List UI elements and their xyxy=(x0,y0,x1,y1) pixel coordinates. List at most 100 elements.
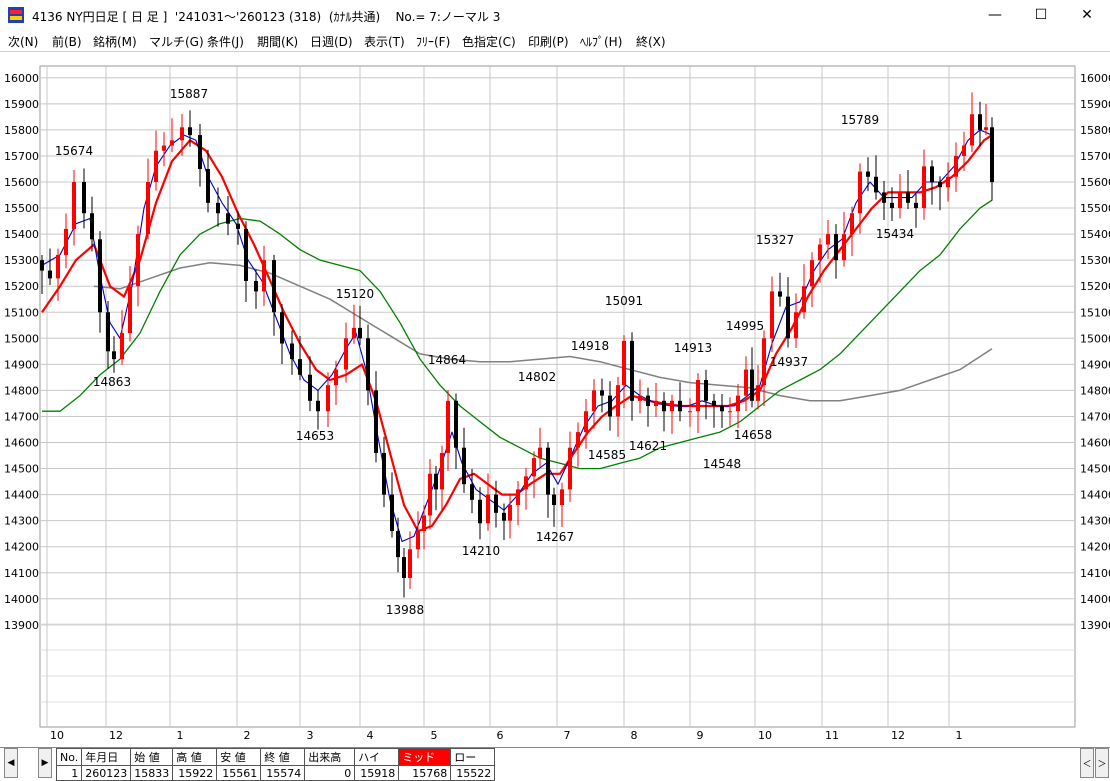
y-tick-right: 15800 xyxy=(1080,124,1110,137)
candle-body xyxy=(422,515,426,532)
candle-body xyxy=(802,286,806,313)
candle-body xyxy=(408,549,412,578)
candle-body xyxy=(64,228,68,255)
candle-body xyxy=(486,494,490,524)
candle-body xyxy=(516,489,520,506)
y-tick-right: 14800 xyxy=(1080,384,1110,397)
candle-body xyxy=(662,400,666,412)
menu-next[interactable]: 次(N) xyxy=(8,35,39,49)
status-hdr-lo: ロー xyxy=(450,748,496,766)
candle-body xyxy=(842,234,846,261)
candle-body xyxy=(770,291,774,339)
candle-body xyxy=(120,333,124,360)
title-bar[interactable]: 4136 NY円日足 [ 日 足 ] '241031～'260123 (318)… xyxy=(0,0,1110,30)
close-button[interactable]: ✕ xyxy=(1081,7,1093,23)
candle-body xyxy=(280,312,284,344)
candle-body xyxy=(704,379,708,401)
candle-body xyxy=(462,447,466,485)
candle-body xyxy=(470,484,474,500)
candle-body xyxy=(502,512,506,521)
minimize-button[interactable]: — xyxy=(988,7,1002,23)
candle-body xyxy=(106,312,110,352)
chart-grid xyxy=(39,65,1076,728)
candle-body xyxy=(616,385,620,417)
menu-dayweek[interactable]: 日週(D) xyxy=(310,35,353,49)
candle-body xyxy=(720,406,724,412)
month-label: 9 xyxy=(697,729,704,742)
candle-body xyxy=(592,390,596,412)
candlestick-chart[interactable]: 16000 16000 15900 15900 15800 15800 15700 15700… xyxy=(0,52,1110,747)
y-tick-left: 15600 xyxy=(4,176,39,189)
candle-body xyxy=(56,254,60,279)
status-val-open: 15833 xyxy=(130,765,174,781)
peak-annotation: 13988 xyxy=(386,603,424,617)
menu-condition[interactable]: 条件(J) xyxy=(207,35,244,49)
menu-exit[interactable]: 終(X) xyxy=(636,35,666,49)
peak-annotation: 14210 xyxy=(462,544,500,558)
y-tick-left: 13900 xyxy=(4,619,39,632)
menu-print[interactable]: 印刷(P) xyxy=(528,35,569,49)
candle-body xyxy=(756,385,760,401)
y-tick-left: 15400 xyxy=(4,228,39,241)
peak-annotation: 14913 xyxy=(674,341,712,355)
candle-body xyxy=(938,182,942,188)
status-hdr-no: No. xyxy=(55,748,83,766)
peak-annotation: 15091 xyxy=(605,294,643,308)
candles xyxy=(40,92,994,598)
y-tick-left: 14900 xyxy=(4,358,39,371)
ma-longest-line xyxy=(93,262,993,402)
candle-body xyxy=(98,239,102,313)
candle-body xyxy=(646,395,650,407)
y-tick-right: 15700 xyxy=(1080,150,1110,163)
scroll-right-button[interactable]: ＞ xyxy=(1095,748,1109,778)
candle-body xyxy=(630,340,634,401)
menu-prev[interactable]: 前(B) xyxy=(52,35,82,49)
menu-help[interactable]: ﾍﾙﾌﾟ(H) xyxy=(580,35,623,49)
peak-annotation: 14548 xyxy=(703,457,741,471)
menu-free[interactable]: ﾌﾘｰ(F) xyxy=(416,35,451,49)
menu-period[interactable]: 期間(K) xyxy=(257,35,299,49)
maximize-button[interactable]: ☐ xyxy=(1034,7,1048,23)
candle-body xyxy=(416,531,420,550)
status-bar: ◀ ▶ No. 年月日 始 値 高 値 安 値 終 値 出来高 ハイ ミッド ロ… xyxy=(0,747,1110,781)
menu-symbol[interactable]: 銘柄(M) xyxy=(93,35,137,49)
candle-body xyxy=(494,494,498,513)
y-tick-right: 13900 xyxy=(1080,619,1110,632)
status-val-volume: 0 xyxy=(304,765,356,781)
candle-body xyxy=(990,127,994,182)
candle-body xyxy=(382,452,386,495)
peak-annotation: 14918 xyxy=(571,339,609,353)
month-label: 1 xyxy=(177,729,184,742)
scroll-left-small-button[interactable]: ◀ xyxy=(4,748,18,778)
candle-body xyxy=(188,127,192,136)
candle-body xyxy=(308,374,312,401)
peak-annotation: 14653 xyxy=(296,429,334,443)
candle-body xyxy=(254,280,258,292)
month-label: 10 xyxy=(50,729,64,742)
scroll-right-small-button[interactable]: ▶ xyxy=(38,748,52,778)
candle-body xyxy=(374,390,378,453)
candle-body xyxy=(866,171,870,177)
candle-body xyxy=(366,338,370,391)
candle-body xyxy=(402,557,406,578)
peak-annotation: 14267 xyxy=(536,530,574,544)
y-tick-right: 15100 xyxy=(1080,306,1110,319)
candle-body xyxy=(914,202,918,209)
menu-multi[interactable]: マルチ(G) xyxy=(149,35,204,49)
candle-body xyxy=(136,234,140,287)
y-tick-right: 15200 xyxy=(1080,280,1110,293)
y-tick-left: 16000 xyxy=(4,72,39,85)
y-tick-left: 15100 xyxy=(4,306,39,319)
scroll-left-button[interactable]: ＜ xyxy=(1080,748,1094,778)
candle-body xyxy=(290,343,294,360)
candle-body xyxy=(236,223,240,229)
y-tick-left: 14700 xyxy=(4,410,39,423)
status-val-high: 15922 xyxy=(172,765,218,781)
status-val-date: 260123 xyxy=(81,765,132,781)
menu-color[interactable]: 色指定(C) xyxy=(462,35,516,49)
candle-body xyxy=(906,192,910,203)
menu-display[interactable]: 表示(T) xyxy=(364,35,405,49)
candle-body xyxy=(622,340,626,386)
candle-body xyxy=(154,150,158,182)
status-hdr-date: 年月日 xyxy=(81,748,132,766)
